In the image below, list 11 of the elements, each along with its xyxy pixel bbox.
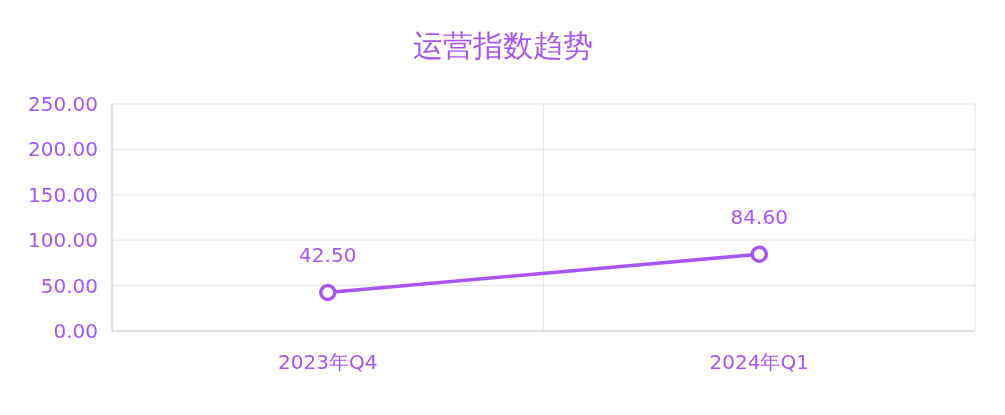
y-tick: 200.00 [28, 137, 98, 162]
data-label: 84.60 [730, 205, 788, 230]
y-tick: 100.00 [28, 228, 98, 253]
y-tick: 50.00 [40, 273, 98, 298]
data-label: 42.50 [299, 243, 357, 268]
y-tick: 150.00 [28, 182, 98, 207]
title: 运营指数趋势 [412, 28, 593, 63]
y-tick: 250.00 [28, 92, 98, 116]
y-tick: 0.00 [53, 319, 98, 343]
x-tick: 2024年Q1 [709, 350, 809, 374]
x-tick: 2023年Q4 [278, 350, 378, 374]
